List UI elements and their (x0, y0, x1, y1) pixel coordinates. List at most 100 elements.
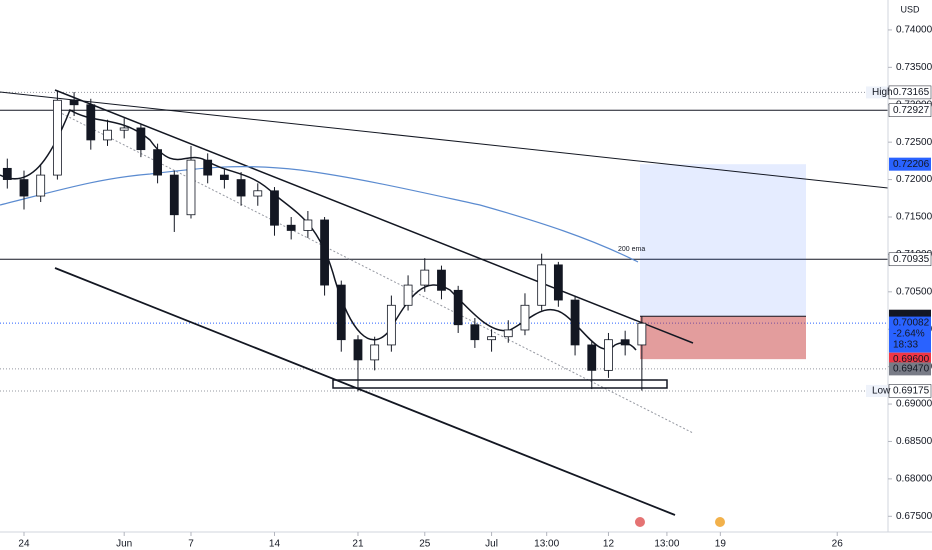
price-tag-label: 0.70174 (893, 311, 930, 322)
candle-body (186, 159, 196, 216)
axes: 0.740000.735000.730000.725000.720000.715… (18, 25, 932, 550)
target-zone (640, 164, 806, 317)
price-tag-label: 0.70935 (893, 254, 930, 265)
candle-body (2, 167, 12, 180)
candle-body (52, 99, 62, 176)
y-tick-label: 0.72000 (896, 174, 932, 185)
price-tag-label: 0.72927 (893, 105, 930, 116)
y-tick-label: 0.67500 (896, 511, 932, 522)
candle-body (136, 127, 146, 151)
price-tag (888, 85, 932, 100)
x-tick-label: 26 (832, 539, 844, 550)
candle-body (286, 224, 296, 231)
candle-body (320, 219, 329, 286)
candle-body (637, 322, 647, 346)
candle-body (303, 219, 313, 231)
candle-body (587, 344, 597, 371)
candle-body (169, 174, 179, 216)
candle-body (203, 159, 213, 176)
x-tick-label: 24 (18, 539, 30, 550)
candle-body (69, 99, 79, 106)
candle-body (270, 190, 279, 226)
level-name: High (872, 87, 893, 98)
candle-body (503, 329, 513, 338)
candle-body (386, 304, 396, 346)
candle-body (353, 339, 363, 361)
candle-body (86, 104, 96, 141)
candle-body (570, 299, 580, 346)
level-name: Low (872, 386, 891, 397)
candle-body (36, 174, 46, 197)
candle-body (620, 339, 630, 346)
candle-body (219, 174, 229, 180)
y-tick-label: 0.70500 (896, 286, 932, 297)
y-tick-label: 0.71500 (896, 212, 932, 223)
trend-line (54, 89, 694, 344)
price-tag (889, 316, 931, 353)
trend-line (54, 109, 694, 434)
event-icon[interactable] (715, 517, 725, 527)
candle-body (103, 129, 112, 141)
event-icon[interactable] (635, 517, 645, 527)
x-tick-label: 21 (352, 539, 364, 550)
candle-body (470, 324, 480, 341)
stop-zone (640, 316, 806, 360)
candle-body (520, 304, 530, 331)
y-tick-label: 0.72500 (896, 137, 932, 148)
candle-body (336, 284, 346, 341)
y-tick-label: 0.69000 (896, 399, 932, 410)
price-tag (888, 103, 932, 117)
price-tag (888, 252, 932, 267)
y-tick-label: 0.68000 (896, 474, 932, 485)
x-tick-label: 14 (269, 539, 281, 550)
x-tick-label: 13:00 (534, 539, 559, 550)
grid (0, 91, 888, 392)
x-tick-label: 12 (603, 539, 615, 550)
candle-body (370, 344, 380, 361)
ema-200 (0, 166, 639, 263)
candle-body (19, 179, 29, 197)
trend-line (0, 91, 889, 189)
candles (2, 91, 647, 392)
price-tag-label: 0.72206 (893, 159, 930, 170)
price-tag (889, 362, 931, 376)
price-tag-label: 0.73165 (893, 87, 930, 98)
currency: USD (900, 4, 920, 14)
y-tick-label: 0.68500 (896, 436, 932, 447)
candle-body (453, 289, 463, 326)
price-tag-label: 0.69175 (893, 386, 930, 397)
candle-body (604, 339, 613, 371)
countdown: 18:33 (893, 340, 918, 351)
price-tag (889, 157, 931, 171)
price-tag (888, 384, 932, 398)
annotation: 200 ema (618, 246, 645, 253)
candle-body (403, 284, 413, 306)
candle-body (119, 127, 129, 131)
price-tag-label: 0.69600 (893, 354, 930, 365)
candle-body (420, 269, 430, 286)
x-tick-label: Jul (485, 539, 498, 550)
position-box (640, 164, 806, 360)
candle-body (537, 264, 547, 306)
level-name-bg (866, 86, 888, 99)
x-tick-label: 19 (715, 539, 727, 550)
candle-body (487, 336, 496, 341)
x-tick-label: Jun (116, 539, 132, 550)
trend-line (54, 267, 676, 516)
support-box (332, 379, 668, 389)
y-tick-label: 0.73500 (896, 62, 932, 73)
candle-body (253, 190, 263, 197)
level-name-bg (866, 384, 888, 397)
x-tick-label: 13:00 (654, 539, 679, 550)
candle-body (153, 149, 162, 176)
y-tick-label: 0.74000 (896, 25, 932, 36)
candle-body (553, 264, 563, 301)
price-change: -2.64% (893, 329, 925, 340)
price-axis (888, 0, 932, 550)
x-tick-label: 25 (419, 539, 431, 550)
candle-body (437, 269, 446, 291)
x-tick-label: 7 (188, 539, 194, 550)
candle-body (236, 179, 246, 197)
